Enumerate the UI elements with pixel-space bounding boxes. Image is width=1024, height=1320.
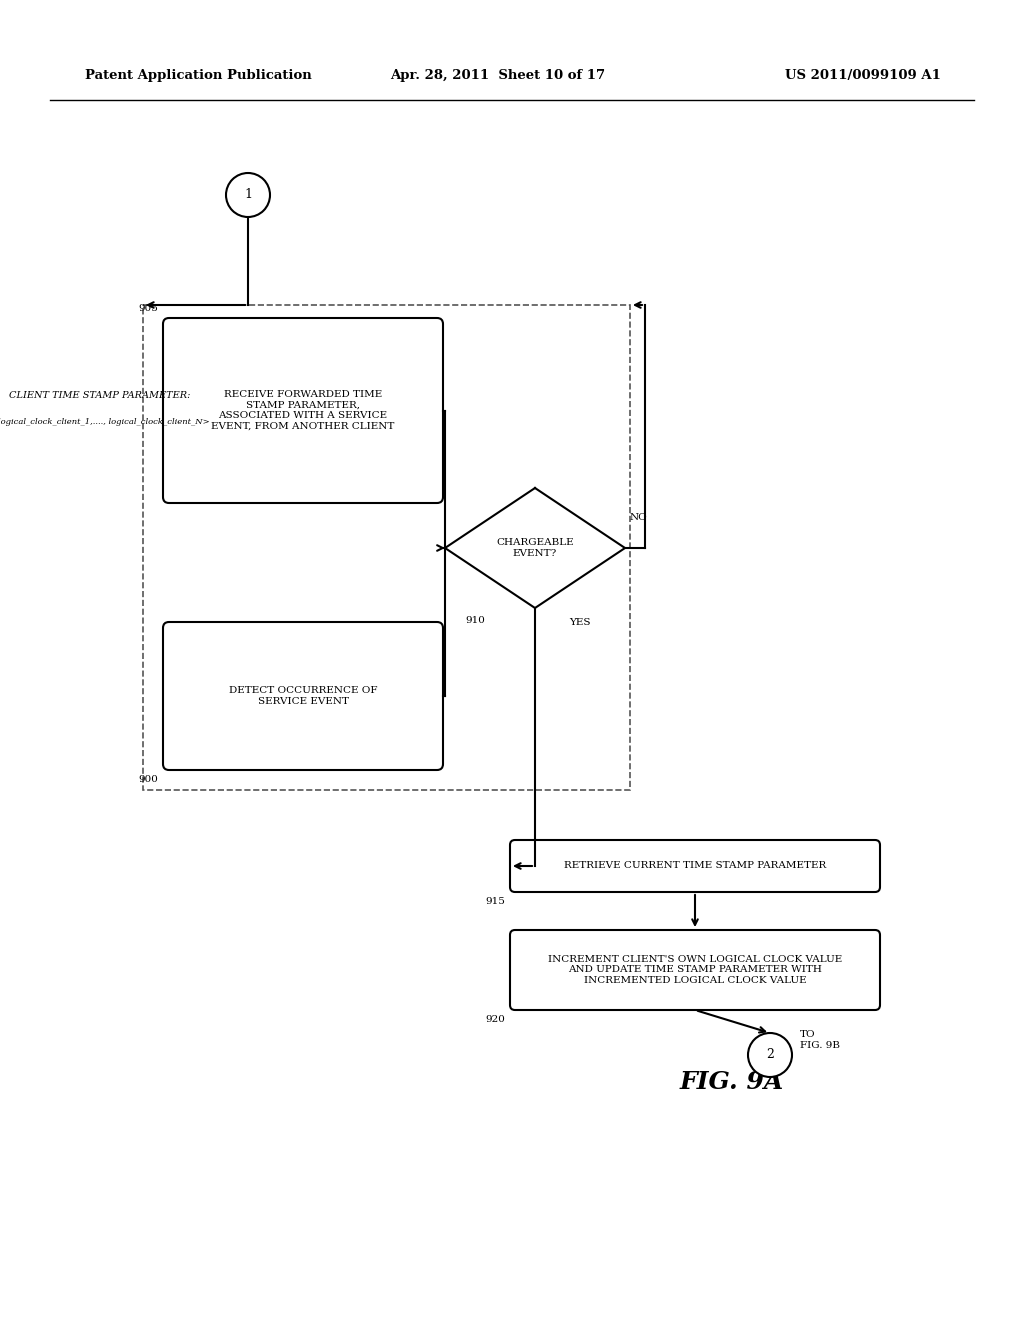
Text: NO: NO (630, 513, 648, 523)
Text: 915: 915 (485, 898, 505, 906)
Text: DETECT OCCURRENCE OF
SERVICE EVENT: DETECT OCCURRENCE OF SERVICE EVENT (228, 686, 377, 706)
Bar (143, 305, 630, 789)
Text: RECEIVE FORWARDED TIME
STAMP PARAMETER,
ASSOCIATED WITH A SERVICE
EVENT, FROM AN: RECEIVE FORWARDED TIME STAMP PARAMETER, … (211, 391, 394, 430)
Text: Patent Application Publication: Patent Application Publication (85, 69, 311, 82)
FancyBboxPatch shape (163, 318, 443, 503)
Text: 920: 920 (485, 1015, 505, 1024)
Text: 2: 2 (766, 1048, 774, 1061)
Text: 900: 900 (138, 775, 158, 784)
Text: RETRIEVE CURRENT TIME STAMP PARAMETER: RETRIEVE CURRENT TIME STAMP PARAMETER (564, 862, 826, 870)
Text: US 2011/0099109 A1: US 2011/0099109 A1 (785, 69, 941, 82)
Text: YES: YES (569, 618, 591, 627)
Text: 1: 1 (244, 189, 252, 202)
Text: Apr. 28, 2011  Sheet 10 of 17: Apr. 28, 2011 Sheet 10 of 17 (390, 69, 605, 82)
Text: TO
FIG. 9B: TO FIG. 9B (800, 1031, 840, 1049)
Polygon shape (445, 488, 625, 609)
FancyBboxPatch shape (510, 931, 880, 1010)
Text: <logical_clock_client_1,...., logical_clock_client_N>: <logical_clock_client_1,...., logical_cl… (0, 418, 209, 426)
FancyBboxPatch shape (510, 840, 880, 892)
Circle shape (226, 173, 270, 216)
Text: 905: 905 (138, 304, 158, 313)
Text: CLIENT TIME STAMP PARAMETER:: CLIENT TIME STAMP PARAMETER: (9, 392, 190, 400)
Text: 910: 910 (465, 616, 485, 624)
Circle shape (748, 1034, 792, 1077)
FancyBboxPatch shape (163, 622, 443, 770)
Text: FIG. 9A: FIG. 9A (680, 1071, 784, 1094)
Text: INCREMENT CLIENT'S OWN LOGICAL CLOCK VALUE
AND UPDATE TIME STAMP PARAMETER WITH
: INCREMENT CLIENT'S OWN LOGICAL CLOCK VAL… (548, 956, 842, 985)
Text: CHARGEABLE
EVENT?: CHARGEABLE EVENT? (497, 539, 573, 557)
